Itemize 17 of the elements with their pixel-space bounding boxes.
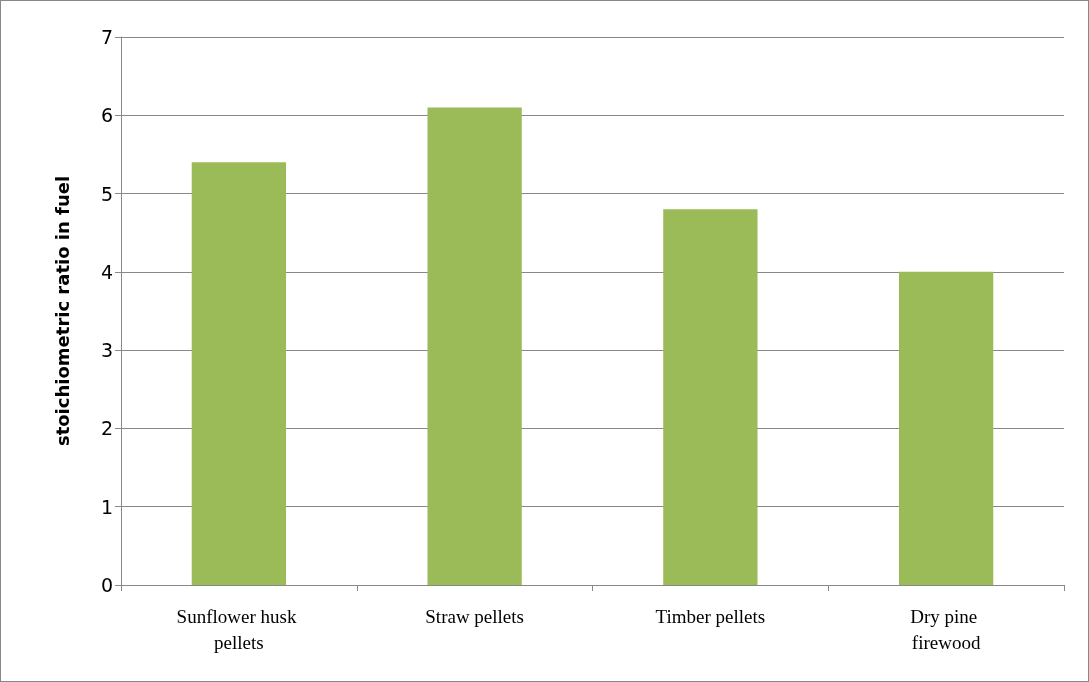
x-tick-label: Sunflower husk pellets xyxy=(176,605,302,653)
y-tick-label: 0 xyxy=(100,574,113,596)
y-tick-label: 2 xyxy=(100,417,113,440)
bar xyxy=(898,271,994,585)
y-tick-label: 1 xyxy=(100,495,113,518)
y-tick-label: 4 xyxy=(100,260,113,283)
y-tick-label: 5 xyxy=(100,182,113,205)
x-tick-label: Straw pellets xyxy=(425,605,524,627)
y-tick-label: 3 xyxy=(100,339,113,362)
bar xyxy=(663,209,758,585)
y-tick-label: 7 xyxy=(100,26,113,48)
y-axis-title: stoichiometric ratio in fuel xyxy=(51,175,73,447)
x-tick-label: Timber pellets xyxy=(655,605,766,627)
bar xyxy=(191,162,287,585)
y-tick-label: 6 xyxy=(100,104,113,127)
bar xyxy=(427,107,522,585)
x-tick-label: Dry pine firewood xyxy=(910,605,983,653)
